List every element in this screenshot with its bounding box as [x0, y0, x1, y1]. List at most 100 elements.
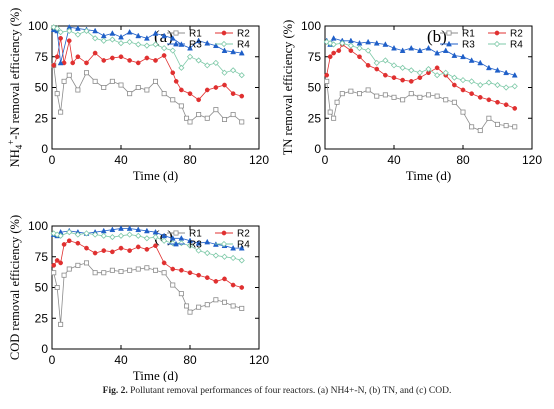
data-point: [196, 272, 201, 278]
y-tick-label: 25: [35, 111, 49, 125]
y-tick-label: 50: [308, 81, 322, 95]
data-point: [187, 91, 193, 97]
data-point: [239, 285, 245, 290]
x-tick-label: 120: [522, 153, 542, 167]
data-point: [327, 109, 333, 115]
data-point: [184, 115, 190, 121]
data-point: [187, 119, 193, 125]
data-point: [58, 260, 63, 266]
data-point: [144, 265, 150, 271]
data-point: [143, 235, 150, 242]
data-point: [66, 238, 72, 244]
data-point: [135, 60, 141, 66]
data-point: [135, 85, 141, 91]
data-point: [109, 30, 116, 36]
data-point: [66, 27, 73, 34]
data-point: [118, 269, 124, 275]
data-point: [382, 57, 389, 64]
data-point: [152, 41, 159, 48]
data-point: [331, 50, 336, 56]
x-tick-label: 0: [49, 353, 56, 367]
data-point: [374, 66, 380, 72]
data-point: [161, 260, 167, 266]
series-line: [326, 81, 515, 132]
data-point: [179, 267, 184, 273]
data-point: [74, 31, 81, 38]
series-R4: [50, 229, 245, 264]
data-point: [512, 106, 518, 111]
data-point: [373, 59, 380, 66]
data-point: [230, 91, 236, 97]
y-tick-label: 25: [35, 311, 49, 325]
data-point: [512, 124, 518, 130]
data-point: [365, 38, 372, 45]
data-point: [213, 85, 219, 90]
legend-label: R4: [237, 40, 250, 51]
data-point: [417, 94, 423, 100]
data-point: [170, 266, 176, 272]
data-point: [170, 97, 176, 103]
data-point: [477, 94, 483, 100]
x-tick-label: 80: [183, 153, 197, 167]
data-point: [230, 67, 237, 74]
legend: R1 R2 R3 R4: [440, 29, 523, 51]
x-tick-label: 0: [322, 153, 329, 167]
y-tick-label: 50: [35, 81, 49, 95]
data-point: [477, 81, 484, 89]
data-point: [153, 58, 158, 63]
data-point: [54, 25, 61, 32]
data-point: [92, 35, 99, 42]
data-point: [221, 253, 228, 260]
data-point: [417, 75, 423, 81]
data-point: [61, 242, 67, 247]
data-point: [390, 62, 398, 69]
legend-marker: [220, 240, 228, 248]
data-point: [152, 30, 159, 36]
data-point: [51, 270, 57, 276]
legend-label: R1: [462, 29, 475, 40]
legend-marker: [220, 40, 228, 48]
data-point: [92, 250, 98, 256]
data-point: [230, 303, 236, 309]
data-point: [374, 93, 380, 99]
legend-label: R3: [189, 40, 202, 51]
data-point: [109, 267, 115, 273]
data-point: [143, 42, 150, 49]
data-point: [196, 112, 202, 118]
x-axis-label: Time (d): [133, 368, 178, 382]
data-point: [110, 249, 115, 255]
legend-label: R4: [510, 40, 523, 51]
data-point: [230, 244, 237, 251]
data-point: [400, 97, 406, 103]
x-tick-label: 40: [114, 353, 128, 367]
x-tick-label: 40: [114, 153, 128, 167]
data-point: [118, 82, 124, 88]
data-point: [109, 78, 115, 84]
data-point: [204, 302, 210, 308]
legend-label: R1: [189, 229, 202, 240]
data-point: [356, 91, 362, 97]
data-point: [66, 72, 72, 78]
data-point: [196, 97, 201, 103]
data-point: [391, 94, 397, 100]
data-point: [57, 29, 64, 36]
data-point: [327, 54, 333, 60]
data-point: [54, 284, 60, 290]
data-point: [109, 226, 116, 233]
data-point: [83, 230, 90, 237]
data-point: [425, 65, 432, 73]
series-R2: [51, 35, 245, 103]
data-point: [204, 62, 211, 69]
data-point: [51, 263, 57, 268]
y-tick-label: 75: [35, 50, 49, 64]
data-point: [135, 41, 142, 48]
data-point: [382, 92, 388, 98]
data-point: [61, 272, 67, 278]
data-point: [485, 64, 492, 71]
data-point: [135, 266, 141, 272]
data-point: [408, 79, 414, 84]
data-point: [212, 252, 219, 259]
series-R2: [51, 238, 245, 290]
data-point: [54, 54, 60, 60]
data-point: [83, 27, 90, 34]
